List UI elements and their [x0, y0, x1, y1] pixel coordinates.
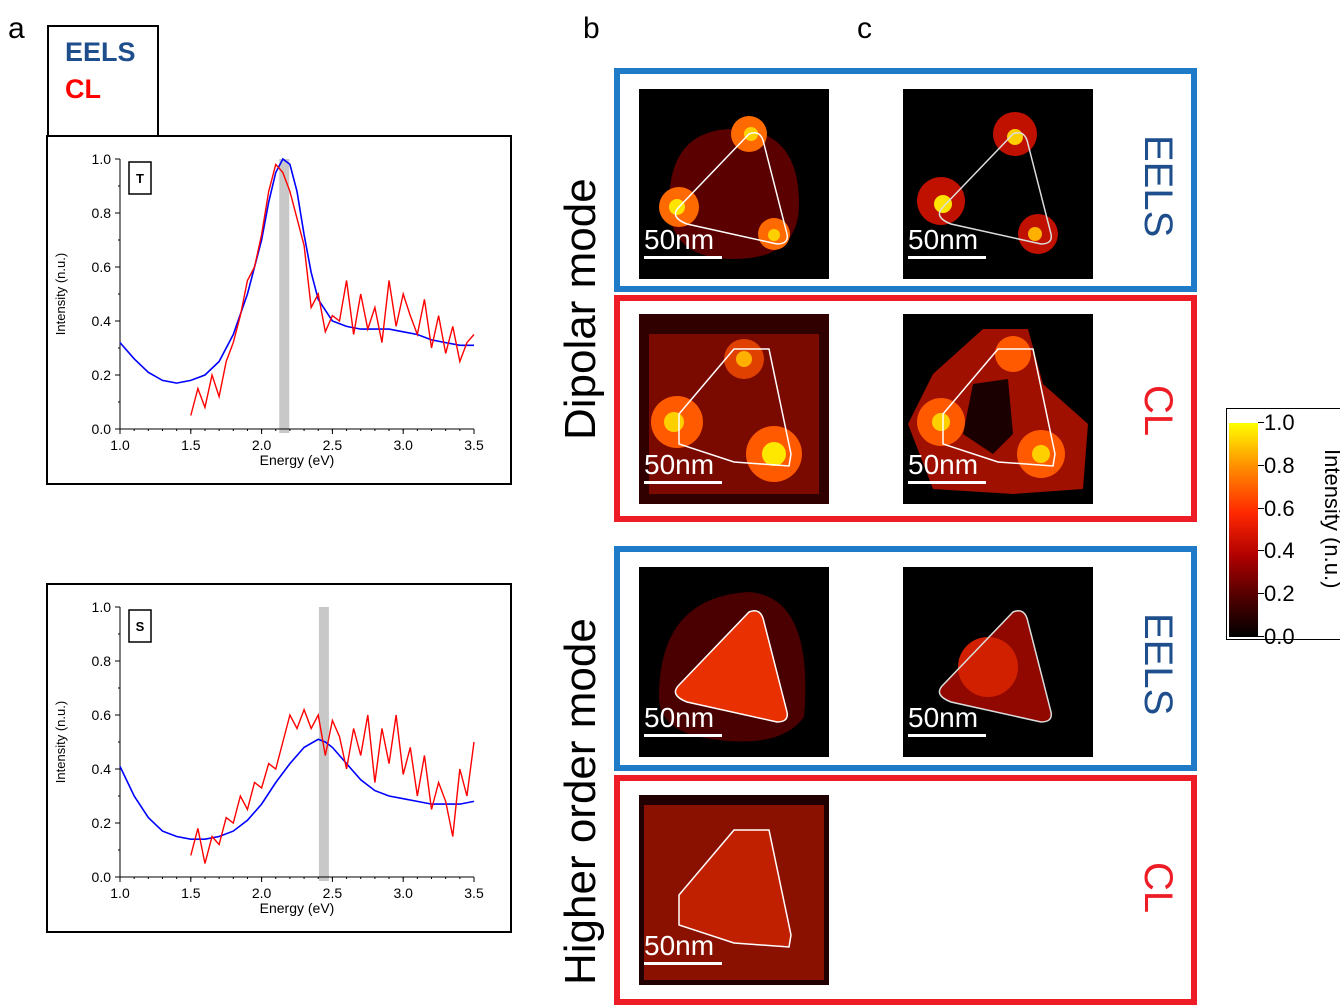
frame-higher-eels [614, 546, 1197, 771]
x-tick-label: 3.0 [393, 437, 413, 453]
map-dipolar-eels-c: 50nm [902, 88, 1094, 280]
series-line-cl [190, 707, 475, 864]
y-tick-label: 0.8 [92, 653, 112, 669]
panel-label-b: b [583, 12, 600, 45]
scale-bar [644, 962, 722, 965]
side-label-eels-2: EELS [1136, 613, 1180, 716]
colorbar-tick-label: 1.0 [1264, 410, 1295, 435]
map-dipolar-eels-b: 50nm [638, 88, 830, 280]
x-tick-label: 2.5 [323, 885, 343, 901]
colorbar-gradient [1229, 423, 1258, 637]
y-axis-label: Intensity (n.u.) [53, 253, 68, 335]
map-higher-eels-b: 50nm [638, 566, 830, 758]
scale-bar-label: 50nm [908, 449, 979, 480]
y-axis-label: Intensity (n.u.) [53, 701, 68, 783]
plot-tag-box [128, 609, 152, 643]
colorbar-label: Intensity (n.u.) [1320, 449, 1340, 589]
series-line-eels [119, 157, 474, 384]
plot-tag: T [136, 171, 144, 186]
panel-label-a: a [8, 12, 25, 45]
row-label-dipolar: Dipolar mode [556, 178, 605, 440]
map-higher-eels-c: 50nm [902, 566, 1094, 758]
row-label-higher-order: Higher order mode [556, 618, 605, 985]
side-label-eels-1: EELS [1136, 135, 1180, 238]
x-tick-label: 1.5 [181, 885, 201, 901]
map-dipolar-cl-c: 50nm [902, 313, 1094, 505]
x-axis-label: Energy (eV) [260, 452, 335, 468]
plot-tag-box [128, 161, 152, 195]
x-tick-label: 1.0 [110, 437, 130, 453]
y-tick-label: 0.0 [92, 421, 112, 437]
colorbar-tick-label: 0.8 [1264, 452, 1295, 478]
colorbar-tick-label: 0.2 [1264, 581, 1295, 607]
scale-bar [644, 481, 722, 484]
colorbar-tick-label: 0.4 [1264, 538, 1295, 564]
series-line-cl [190, 162, 475, 416]
y-tick-label: 1.0 [92, 599, 112, 615]
scale-bar [908, 734, 986, 737]
panel-label-c: c [857, 12, 872, 45]
plot-tag: S [136, 619, 145, 634]
map-higher-cl-b: 50nm [638, 794, 830, 986]
spectrum-plot-s-svg: 1.0 1.5 2.0 2.5 3.0 3.5 0.0 0.2 0.4 0.6 0.8 1.0 Ener… [53, 599, 484, 916]
frame-dipolar-eels [614, 68, 1197, 292]
colorbar-tick-label: 0.6 [1264, 495, 1295, 521]
scale-bar-label: 50nm [644, 930, 715, 961]
x-tick-label: 3.5 [464, 885, 484, 901]
y-tick-label: 0.6 [92, 707, 112, 723]
x-tick-label: 2.0 [252, 885, 272, 901]
series-line-eels [119, 738, 475, 840]
legend-cl: CL [65, 74, 101, 104]
y-tick-label: 0.6 [92, 259, 112, 275]
spectra-legend: EELS CL [47, 25, 159, 141]
scale-bar [908, 256, 986, 259]
x-tick-label: 3.0 [393, 885, 413, 901]
y-tick-label: 0.0 [92, 869, 112, 885]
map-dipolar-cl-b: 50nm [638, 313, 830, 505]
scale-bar-label: 50nm [644, 449, 715, 480]
spectrum-plot-t: 1.0 1.5 2.0 2.5 3.0 3.5 0.0 0.2 0.4 0.6 0.8 1.0 Ener… [46, 135, 512, 485]
scale-bar-label: 50nm [644, 224, 715, 255]
highlight-band [279, 159, 290, 433]
y-tick-label: 0.2 [92, 815, 112, 831]
x-tick-label: 3.5 [464, 437, 484, 453]
y-tick-label: 0.8 [92, 205, 112, 221]
x-tick-label: 1.5 [181, 437, 201, 453]
x-tick-label: 1.0 [110, 885, 130, 901]
spectrum-plot-s: 1.0 1.5 2.0 2.5 3.0 3.5 0.0 0.2 0.4 0.6 0.8 1.0 Ener… [46, 583, 512, 933]
x-tick-label: 2.5 [323, 437, 343, 453]
colorbar-tick-mark [1258, 550, 1264, 552]
frame-dipolar-cl [614, 295, 1197, 522]
side-label-cl-2: CL [1136, 862, 1180, 914]
colorbar-panel: 1.0 0.8 0.6 0.4 0.2 0.0 Intensity (n.u.) [1226, 408, 1340, 649]
scale-bar [644, 734, 722, 737]
legend-eels: EELS [65, 37, 136, 67]
y-tick-label: 0.4 [92, 313, 112, 329]
spectrum-plot-t-svg: 1.0 1.5 2.0 2.5 3.0 3.5 0.0 0.2 0.4 0.6 0.8 1.0 Ener… [53, 151, 484, 468]
x-tick-label: 2.0 [252, 437, 272, 453]
colorbar-tick-label: 0.0 [1264, 624, 1295, 649]
colorbar-tick-mark [1258, 593, 1264, 595]
scale-bar-label: 50nm [908, 702, 979, 733]
scale-bar [644, 256, 722, 259]
scale-bar-label: 50nm [644, 702, 715, 733]
colorbar-tick-mark [1258, 507, 1264, 509]
side-label-cl-1: CL [1136, 385, 1180, 437]
y-tick-label: 1.0 [92, 151, 112, 167]
scale-bar [908, 481, 986, 484]
colorbar-tick-mark [1258, 464, 1264, 466]
x-axis-label: Energy (eV) [260, 900, 335, 916]
colorbar-tick-mark [1258, 422, 1264, 423]
y-tick-label: 0.2 [92, 367, 112, 383]
colorbar-tick-mark [1258, 636, 1264, 637]
y-tick-label: 0.4 [92, 761, 112, 777]
scale-bar-label: 50nm [908, 224, 979, 255]
